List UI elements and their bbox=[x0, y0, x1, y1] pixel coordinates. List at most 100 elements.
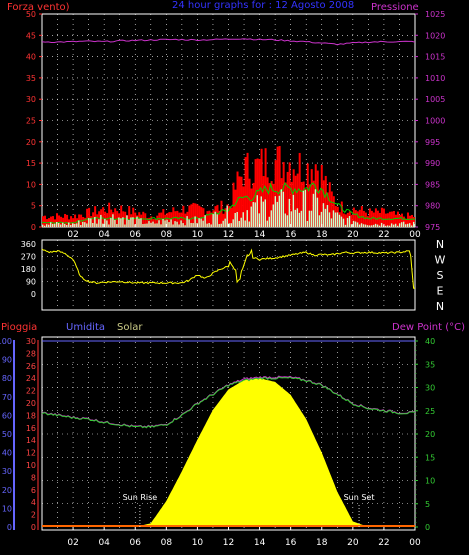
wind-gust-bar bbox=[320, 164, 323, 227]
wind-gust-bar bbox=[144, 213, 147, 227]
wind-gust-bar bbox=[372, 212, 375, 227]
temp-y-tick-label: 40 bbox=[425, 337, 435, 346]
chart-title: 24 hour graphs for : 12 Agosto 2008 bbox=[172, 0, 354, 11]
wind-y-tick-label: 30 bbox=[26, 95, 36, 104]
wind-avg-bar bbox=[218, 224, 220, 227]
compass-label: N bbox=[436, 300, 444, 313]
direction-y-tick-label: 270 bbox=[21, 253, 36, 262]
wind-avg-bar bbox=[156, 223, 158, 227]
wind-avg-bar bbox=[248, 221, 250, 227]
wind-avg-bar bbox=[238, 220, 240, 227]
wind-avg-bar bbox=[270, 210, 273, 227]
temp-y-tick-label: 20 bbox=[425, 430, 435, 439]
wind-avg-bar bbox=[206, 223, 208, 227]
solar-area bbox=[42, 378, 415, 527]
direction-y-tick-label: 360 bbox=[21, 240, 36, 249]
wind-avg-bar bbox=[120, 218, 122, 227]
wind-avg-bar bbox=[44, 225, 46, 227]
wind-gust-bar bbox=[222, 213, 225, 227]
wind-gust-bar bbox=[108, 202, 111, 227]
wind-avg-bar bbox=[128, 219, 130, 227]
wind-gust-bar bbox=[246, 152, 249, 227]
wind-avg-bar bbox=[212, 214, 214, 227]
pressure-line bbox=[41, 38, 416, 46]
wind-gust-bar bbox=[218, 210, 221, 227]
wind-gust-bar bbox=[64, 213, 67, 227]
wind-gust-bar bbox=[366, 216, 369, 227]
wind-gust-bar bbox=[394, 214, 397, 227]
wind-avg-bar bbox=[358, 224, 361, 227]
wind-avg-bar bbox=[58, 222, 60, 227]
wind-y-tick-label: 25 bbox=[26, 117, 36, 126]
wind-gust-bar bbox=[70, 216, 73, 227]
wind-gust-bar bbox=[192, 202, 195, 227]
wind-gust-bar bbox=[96, 214, 99, 227]
wind-avg-bar bbox=[164, 220, 166, 227]
wind-gust-bar bbox=[286, 171, 289, 227]
wind-avg-bar bbox=[92, 223, 94, 227]
wind-avg-bar bbox=[250, 206, 252, 227]
wind-avg-bar bbox=[106, 220, 108, 227]
wind-gust-bar bbox=[146, 218, 149, 227]
wind-avg-bar bbox=[328, 212, 331, 227]
x-tick-label: 04 bbox=[98, 538, 110, 548]
wind-avg-bar bbox=[368, 225, 371, 227]
wind-avg-bar bbox=[122, 217, 124, 227]
pressure-label: Pressione bbox=[371, 2, 419, 13]
pressure-y-tick-label: 975 bbox=[425, 223, 440, 232]
humidity-y-tick-label: 90 bbox=[2, 356, 12, 365]
wind-y-tick-label: 15 bbox=[26, 159, 36, 168]
wind-avg-bar bbox=[404, 224, 407, 227]
wind-gust-bar bbox=[230, 207, 233, 227]
wind-avg-bar bbox=[46, 224, 48, 227]
wind-gust-bar bbox=[288, 162, 291, 227]
wind-avg-bar bbox=[170, 219, 172, 227]
rain-y-tick-label: 0 bbox=[31, 523, 36, 532]
wind-gust-bar bbox=[114, 208, 117, 227]
wind-gust-bar bbox=[410, 214, 413, 227]
rain-y-tick-label: 20 bbox=[26, 399, 36, 408]
humidity-legend: Umidita bbox=[66, 322, 105, 333]
x-tick-label: 08 bbox=[161, 230, 173, 240]
wind-gust-bar bbox=[344, 214, 347, 227]
wind-gust-bar bbox=[234, 189, 237, 227]
wind-avg-bar bbox=[294, 209, 297, 227]
x-tick-label: 06 bbox=[130, 230, 142, 240]
wind-avg-bar bbox=[288, 198, 291, 227]
wind-gust-bar bbox=[224, 208, 227, 227]
wind-y-tick-label: 40 bbox=[26, 53, 36, 62]
wind-avg-bar bbox=[290, 211, 293, 227]
wind-gust-bar bbox=[56, 213, 59, 227]
wind-avg-bar bbox=[266, 220, 269, 227]
wind-avg-bar bbox=[228, 223, 230, 227]
wind-avg-bar bbox=[184, 225, 186, 227]
wind-gust-bar bbox=[328, 182, 331, 227]
wind-gust-bar bbox=[384, 213, 387, 227]
wind-direction-line bbox=[41, 248, 416, 289]
wind-avg-bar bbox=[286, 215, 289, 227]
wind-gust-bar bbox=[238, 176, 241, 227]
wind-avg-bar bbox=[60, 224, 62, 227]
wind-avg-bar bbox=[284, 213, 287, 227]
wind-avg-bar bbox=[136, 216, 138, 227]
wind-gust-bar bbox=[300, 182, 303, 227]
rain-y-tick-label: 16 bbox=[26, 424, 36, 433]
wind-avg-bar bbox=[56, 221, 58, 227]
wind-avg-bar bbox=[138, 218, 140, 227]
wind-y-tick-label: 35 bbox=[26, 74, 36, 83]
wind-gust-bar bbox=[378, 212, 381, 227]
wind-gust-bar bbox=[310, 169, 313, 227]
wind-avg-bar bbox=[376, 224, 379, 227]
wind-avg-bar bbox=[230, 223, 232, 227]
wind-gust-bar bbox=[364, 212, 367, 227]
x-tick-label: 00 bbox=[409, 538, 421, 548]
wind-avg-bar bbox=[204, 215, 206, 227]
wind-avg-bar bbox=[146, 223, 148, 227]
wind-avg-bar bbox=[360, 223, 363, 227]
wind-gust-bar bbox=[176, 210, 179, 227]
wind-avg-bar bbox=[82, 221, 84, 227]
wind-avg-bar bbox=[160, 224, 162, 227]
humidity-y-tick-label: 30 bbox=[2, 467, 12, 476]
rain-y-tick-label: 6 bbox=[31, 486, 36, 495]
